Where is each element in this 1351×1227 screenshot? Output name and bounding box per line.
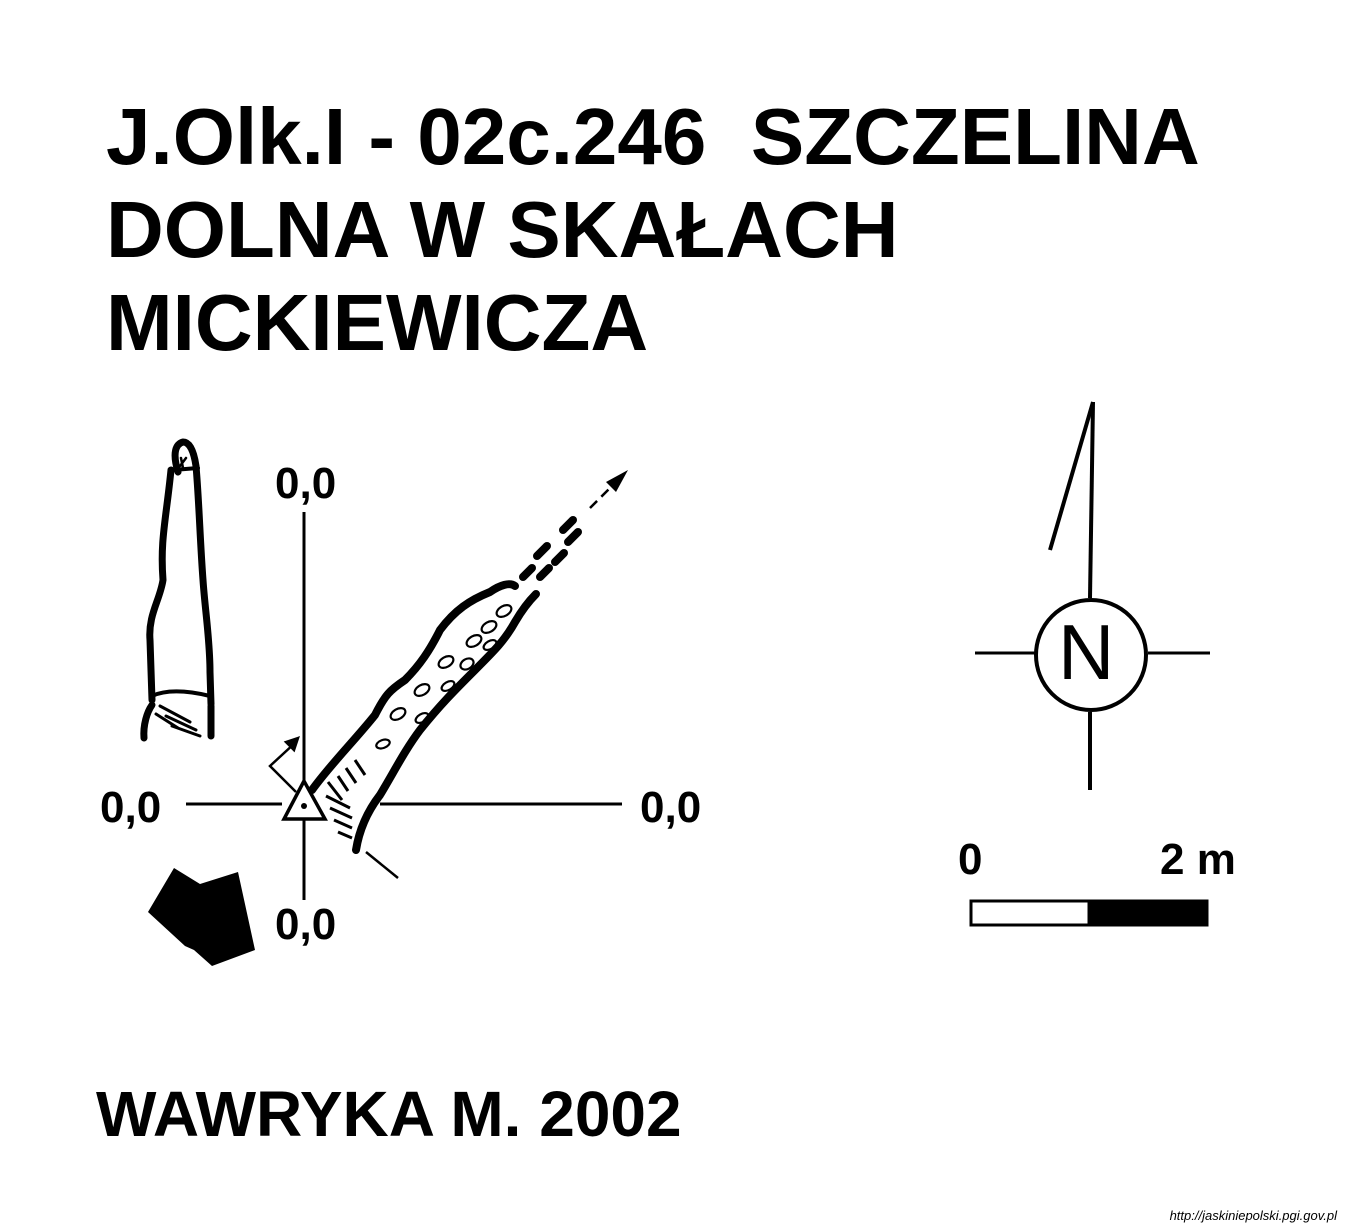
compass-rose [975, 401, 1210, 790]
cave-plan-outline [308, 580, 540, 854]
entrance-triangle-icon [281, 777, 328, 821]
map-title-line-3: MICKIEWICZA [106, 278, 649, 367]
map-title-line-2: DOLNA W SKAŁACH [106, 185, 899, 274]
scale-end-label: 2 m [1160, 835, 1236, 884]
cave-continuation-arrow [589, 470, 628, 509]
rubble-symbols [375, 604, 513, 750]
section-bottom-coord: 0,0 [275, 900, 337, 949]
map-author: WAWRYKA M. 2002 [96, 1078, 682, 1150]
reference-axes [186, 512, 622, 900]
compass-north-label: N [1058, 608, 1115, 696]
source-link[interactable]: http://jaskiniepolski.pgi.gov.pl [1169, 1208, 1337, 1223]
cave-passage-continuation [519, 516, 582, 581]
section-left-coord: 0,0 [100, 783, 162, 832]
slope-hatching [325, 759, 367, 840]
section-right-coord: 0,0 [640, 783, 702, 832]
scale-start-label: 0 [958, 835, 983, 884]
map-title-line-1: J.Olk.I - 02c.246 SZCZELINA [106, 92, 1200, 181]
view-direction-arrow-icon [148, 868, 255, 966]
scale-bar [969, 899, 1209, 927]
entrance-direction-arrow [268, 736, 300, 793]
cave-section-profile [140, 438, 215, 742]
section-cut-line [365, 851, 399, 879]
section-top-coord: 0,0 [275, 459, 337, 508]
